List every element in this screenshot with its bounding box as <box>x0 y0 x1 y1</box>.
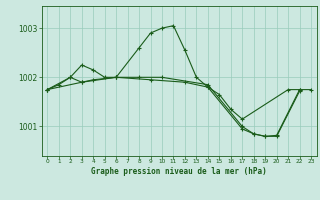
X-axis label: Graphe pression niveau de la mer (hPa): Graphe pression niveau de la mer (hPa) <box>91 167 267 176</box>
